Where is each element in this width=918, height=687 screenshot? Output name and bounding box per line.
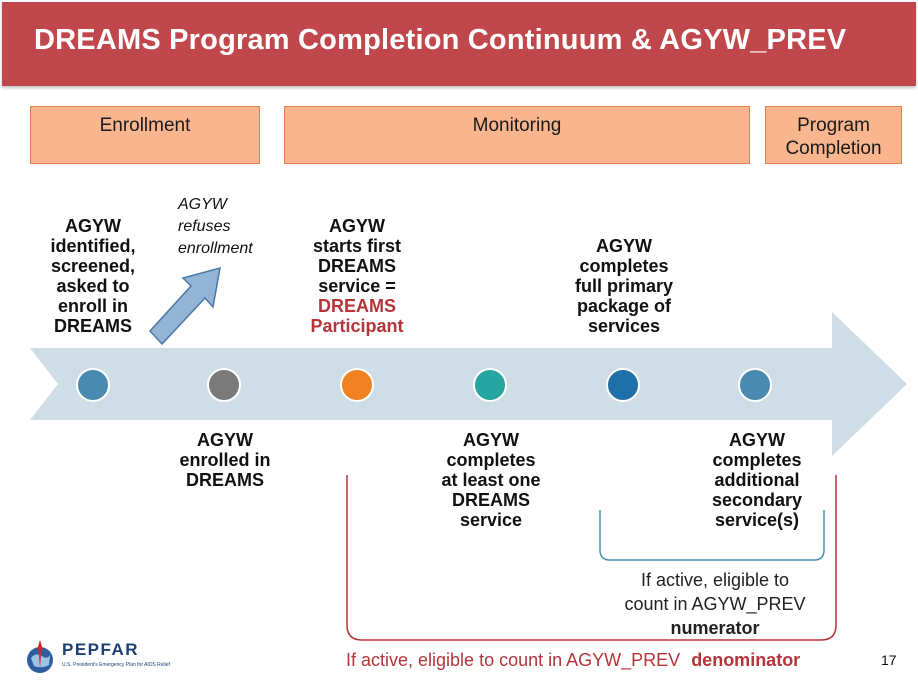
phase-enrollment: Enrollment (30, 106, 260, 164)
step-secondary-line: completes (712, 450, 802, 470)
phase-completion-line1: Program (797, 115, 870, 136)
numerator-note: If active, eligible to count in AGYW_PRE… (606, 568, 824, 640)
phase-program-completion: Program Completion (765, 106, 902, 164)
milestone-identified (76, 368, 110, 402)
page-number: 17 (881, 652, 897, 668)
pepfar-wordmark: PEPFAR (62, 640, 140, 659)
step-identified-line: enroll in (57, 296, 128, 316)
step-enrolled-line: AGYW (197, 430, 253, 450)
step-identified-line: asked to (56, 276, 130, 296)
step-primary-package-label: AGYW completes full primary package of s… (561, 236, 687, 336)
step-enrolled-line: DREAMS (185, 470, 264, 490)
denominator-note: If active, eligible to count in AGYW_PRE… (346, 650, 800, 671)
refuses-enrollment-note: AGYW refuses enrollment (178, 194, 253, 260)
step-first-service-line: service = (318, 276, 396, 296)
refuses-note-line2: refuses (178, 218, 231, 235)
dreams-participant-line: Participant (310, 316, 404, 336)
numerator-note-line1: If active, eligible to (640, 570, 790, 590)
step-one-service-line: service (459, 510, 523, 530)
step-identified-line: identified, (50, 236, 136, 256)
step-identified-line: screened, (50, 256, 136, 276)
denominator-note-prefix: If active, eligible to count in AGYW_PRE… (346, 650, 681, 670)
denominator-bracket (346, 475, 837, 641)
step-first-service-line: AGYW (329, 216, 385, 236)
milestone-first-service (340, 368, 374, 402)
title-bar: DREAMS Program Completion Continuum & AG… (2, 2, 916, 86)
phase-enrollment-label: Enrollment (99, 115, 191, 136)
step-secondary-line: service(s) (714, 510, 800, 530)
step-primary-package-line: services (587, 316, 661, 336)
timeline-arrow (30, 312, 907, 456)
numerator-note-keyword: numerator (670, 618, 760, 638)
denominator-note-keyword: denominator (691, 650, 801, 670)
refuses-arrow-icon (148, 266, 221, 346)
step-secondary-label: AGYW completes additional secondary serv… (700, 430, 814, 530)
step-one-service-line: completes (446, 450, 536, 470)
pepfar-subtitle: U.S. President's Emergency Plan for AIDS… (62, 662, 170, 668)
milestone-secondary (738, 368, 772, 402)
step-one-service-line: AGYW (463, 430, 519, 450)
phase-completion-line2: Completion (785, 138, 882, 159)
step-first-service-line: starts first (312, 236, 402, 256)
numerator-note-line2: count in AGYW_PREV (624, 594, 806, 614)
step-identified-label: AGYW identified, screened, asked to enro… (38, 216, 148, 336)
step-primary-package-line: full primary (574, 276, 674, 296)
step-secondary-line: secondary (711, 490, 803, 510)
milestone-enrolled (207, 368, 241, 402)
step-primary-package-line: package of (576, 296, 672, 316)
step-secondary-line: AGYW (729, 430, 785, 450)
phase-monitoring-label: Monitoring (472, 115, 562, 136)
step-secondary-line: additional (714, 470, 800, 490)
phase-monitoring: Monitoring (284, 106, 750, 164)
step-enrolled-line: enrolled in (179, 450, 271, 470)
step-one-service-line: DREAMS (451, 490, 530, 510)
step-first-service-label: AGYW starts first DREAMS service = DREAM… (298, 216, 416, 336)
step-identified-line: AGYW (65, 216, 121, 236)
refuses-note-line1: AGYW (178, 196, 227, 213)
pepfar-logo: PEPFAR U.S. President's Emergency Plan f… (22, 638, 170, 678)
step-primary-package-line: AGYW (596, 236, 652, 256)
milestone-one-service (473, 368, 507, 402)
step-one-service-line: at least one (441, 470, 541, 490)
step-identified-line: DREAMS (53, 316, 132, 336)
step-enrolled-label: AGYW enrolled in DREAMS (170, 430, 280, 490)
refuses-note-line3: enrollment (178, 240, 253, 257)
numerator-bracket (599, 510, 825, 561)
slide-title: DREAMS Program Completion Continuum & AG… (34, 24, 847, 56)
step-first-service-line: DREAMS (317, 256, 396, 276)
pepfar-emblem-icon (27, 640, 53, 673)
dreams-participant-line: DREAMS (317, 296, 396, 316)
milestone-primary-package (606, 368, 640, 402)
step-one-service-label: AGYW completes at least one DREAMS servi… (421, 430, 561, 530)
step-primary-package-line: completes (579, 256, 669, 276)
